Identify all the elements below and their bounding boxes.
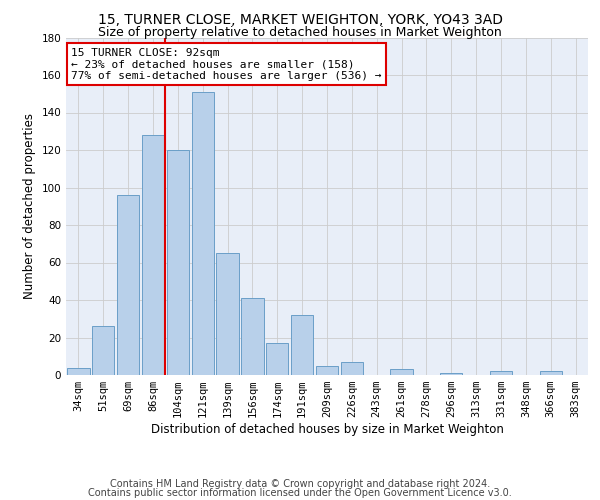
Bar [67,368,89,375]
Bar [241,298,263,375]
Bar [191,92,214,375]
Bar [539,371,562,375]
Text: 15, TURNER CLOSE, MARKET WEIGHTON, YORK, YO43 3AD: 15, TURNER CLOSE, MARKET WEIGHTON, YORK,… [97,12,503,26]
Text: 15 TURNER CLOSE: 92sqm
← 23% of detached houses are smaller (158)
77% of semi-de: 15 TURNER CLOSE: 92sqm ← 23% of detached… [71,48,382,81]
Bar [440,373,463,375]
Bar [117,195,139,375]
Bar [341,362,363,375]
Bar [391,370,413,375]
Y-axis label: Number of detached properties: Number of detached properties [23,114,36,299]
Bar [316,366,338,375]
Bar [92,326,115,375]
Bar [217,253,239,375]
Bar [266,343,289,375]
Bar [142,135,164,375]
Text: Contains public sector information licensed under the Open Government Licence v3: Contains public sector information licen… [88,488,512,498]
Bar [291,315,313,375]
Bar [167,150,189,375]
Text: Contains HM Land Registry data © Crown copyright and database right 2024.: Contains HM Land Registry data © Crown c… [110,479,490,489]
Text: Size of property relative to detached houses in Market Weighton: Size of property relative to detached ho… [98,26,502,39]
Bar [490,371,512,375]
X-axis label: Distribution of detached houses by size in Market Weighton: Distribution of detached houses by size … [151,423,503,436]
